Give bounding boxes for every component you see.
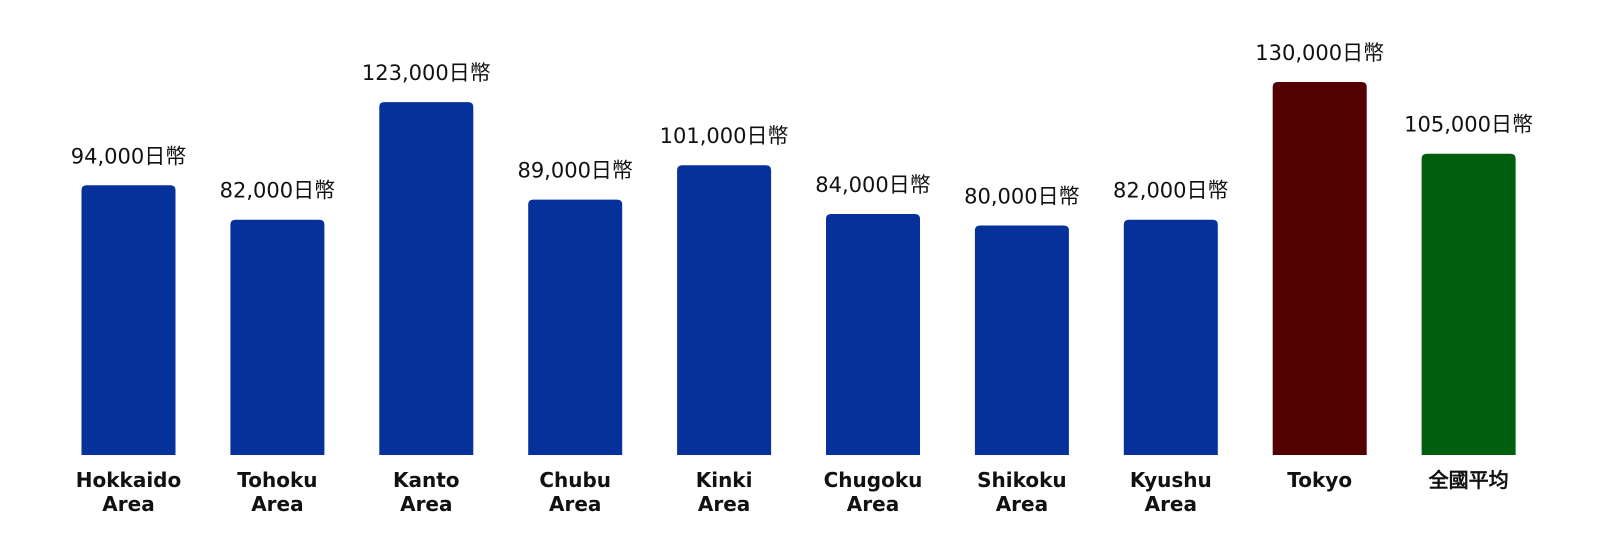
category-label: Tohoku bbox=[237, 468, 317, 492]
bar-value-label: 89,000日幣 bbox=[517, 159, 632, 183]
category-label: Tokyo bbox=[1287, 468, 1352, 492]
category-label: Kanto bbox=[393, 468, 460, 492]
category-label: Hokkaido bbox=[76, 468, 182, 492]
bar-value-label: 80,000日幣 bbox=[964, 184, 1079, 208]
value-labels-group: 94,000日幣 82,000日幣 123,000日幣 89,000日幣 101,000… bbox=[71, 41, 1533, 208]
bar bbox=[81, 185, 176, 456]
category-label: Shikoku bbox=[977, 468, 1067, 492]
bar bbox=[379, 102, 474, 455]
bar-value-label: 82,000日幣 bbox=[220, 179, 335, 203]
category-label: 全國平均 bbox=[1428, 468, 1509, 492]
category-label: Area bbox=[251, 492, 303, 516]
category-label: Kinki bbox=[696, 468, 753, 492]
bar-value-label: 123,000日幣 bbox=[362, 61, 491, 85]
bar-value-label: 94,000日幣 bbox=[71, 144, 186, 168]
category-label: Area bbox=[847, 492, 899, 516]
bar bbox=[826, 213, 920, 455]
bar bbox=[230, 219, 325, 455]
category-label: Area bbox=[698, 492, 750, 516]
bar-value-label: 130,000日幣 bbox=[1255, 41, 1384, 65]
category-label: Area bbox=[1145, 492, 1197, 516]
category-label: Kyushu bbox=[1130, 468, 1212, 492]
bars-group bbox=[81, 82, 1516, 456]
category-labels-group: HokkaidoAreaTohokuAreaKantoAreaChubuArea… bbox=[76, 468, 1509, 516]
category-label: Area bbox=[102, 492, 154, 516]
category-label: Area bbox=[400, 492, 452, 516]
bar bbox=[1272, 82, 1367, 455]
category-label: Area bbox=[996, 492, 1048, 516]
bar-value-label: 82,000日幣 bbox=[1113, 179, 1228, 203]
bar bbox=[528, 199, 623, 455]
category-label: Chugoku bbox=[824, 468, 923, 492]
bar bbox=[1421, 153, 1516, 455]
bar bbox=[974, 225, 1069, 455]
bar bbox=[1123, 219, 1218, 455]
category-label: Area bbox=[549, 492, 601, 516]
bar bbox=[677, 165, 772, 455]
bar-value-label: 105,000日幣 bbox=[1404, 113, 1533, 137]
bar-value-label: 101,000日幣 bbox=[660, 124, 789, 148]
category-label: Chubu bbox=[539, 468, 611, 492]
bar-value-label: 84,000日幣 bbox=[815, 173, 930, 197]
